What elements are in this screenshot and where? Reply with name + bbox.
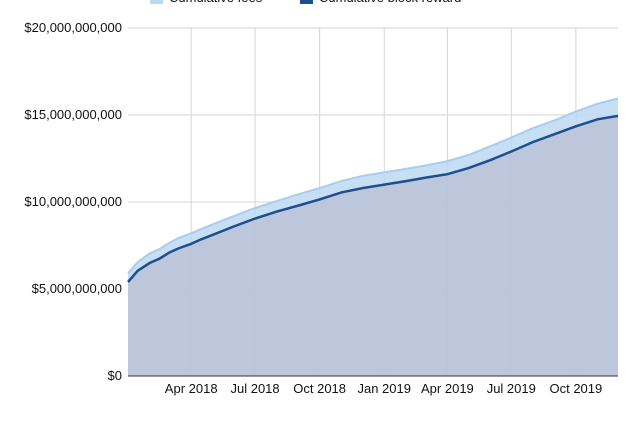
fees-line: [127, 97, 619, 274]
x-tick-label: Jul 2018: [230, 381, 279, 396]
legend-label: Cumulative block reward: [319, 0, 461, 5]
x-tick-label: Jul 2019: [487, 381, 536, 396]
areas: [128, 98, 618, 377]
legend: Cumulative fees Cumulative block reward: [150, 0, 461, 5]
reward-area: [128, 115, 618, 377]
legend-swatch: [150, 0, 163, 4]
y-tick-label: $0: [108, 368, 122, 383]
x-axis: Apr 2018 Jul 2018 Oct 2018 Jan 2019 Apr 2019…: [165, 381, 602, 396]
x-tick-label: Jan 2019: [357, 381, 411, 396]
y-tick-label: $15,000,000,000: [24, 107, 122, 122]
x-tick-label: Oct 2018: [293, 381, 346, 396]
reward-line: [127, 114, 619, 283]
x-tick-label: Oct 2019: [549, 381, 602, 396]
y-tick-label: $10,000,000,000: [24, 194, 122, 209]
series-lines: [127, 97, 619, 283]
legend-label: Cumulative fees: [169, 0, 263, 5]
y-axis: $0 $5,000,000,000 $10,000,000,000 $15,000,0…: [24, 20, 618, 383]
legend-swatch: [300, 0, 313, 4]
x-tick-label: Apr 2019: [421, 381, 474, 396]
y-tick-label: $5,000,000,000: [32, 281, 122, 296]
x-tick-label: Apr 2018: [165, 381, 218, 396]
y-tick-label: $20,000,000,000: [24, 20, 122, 35]
